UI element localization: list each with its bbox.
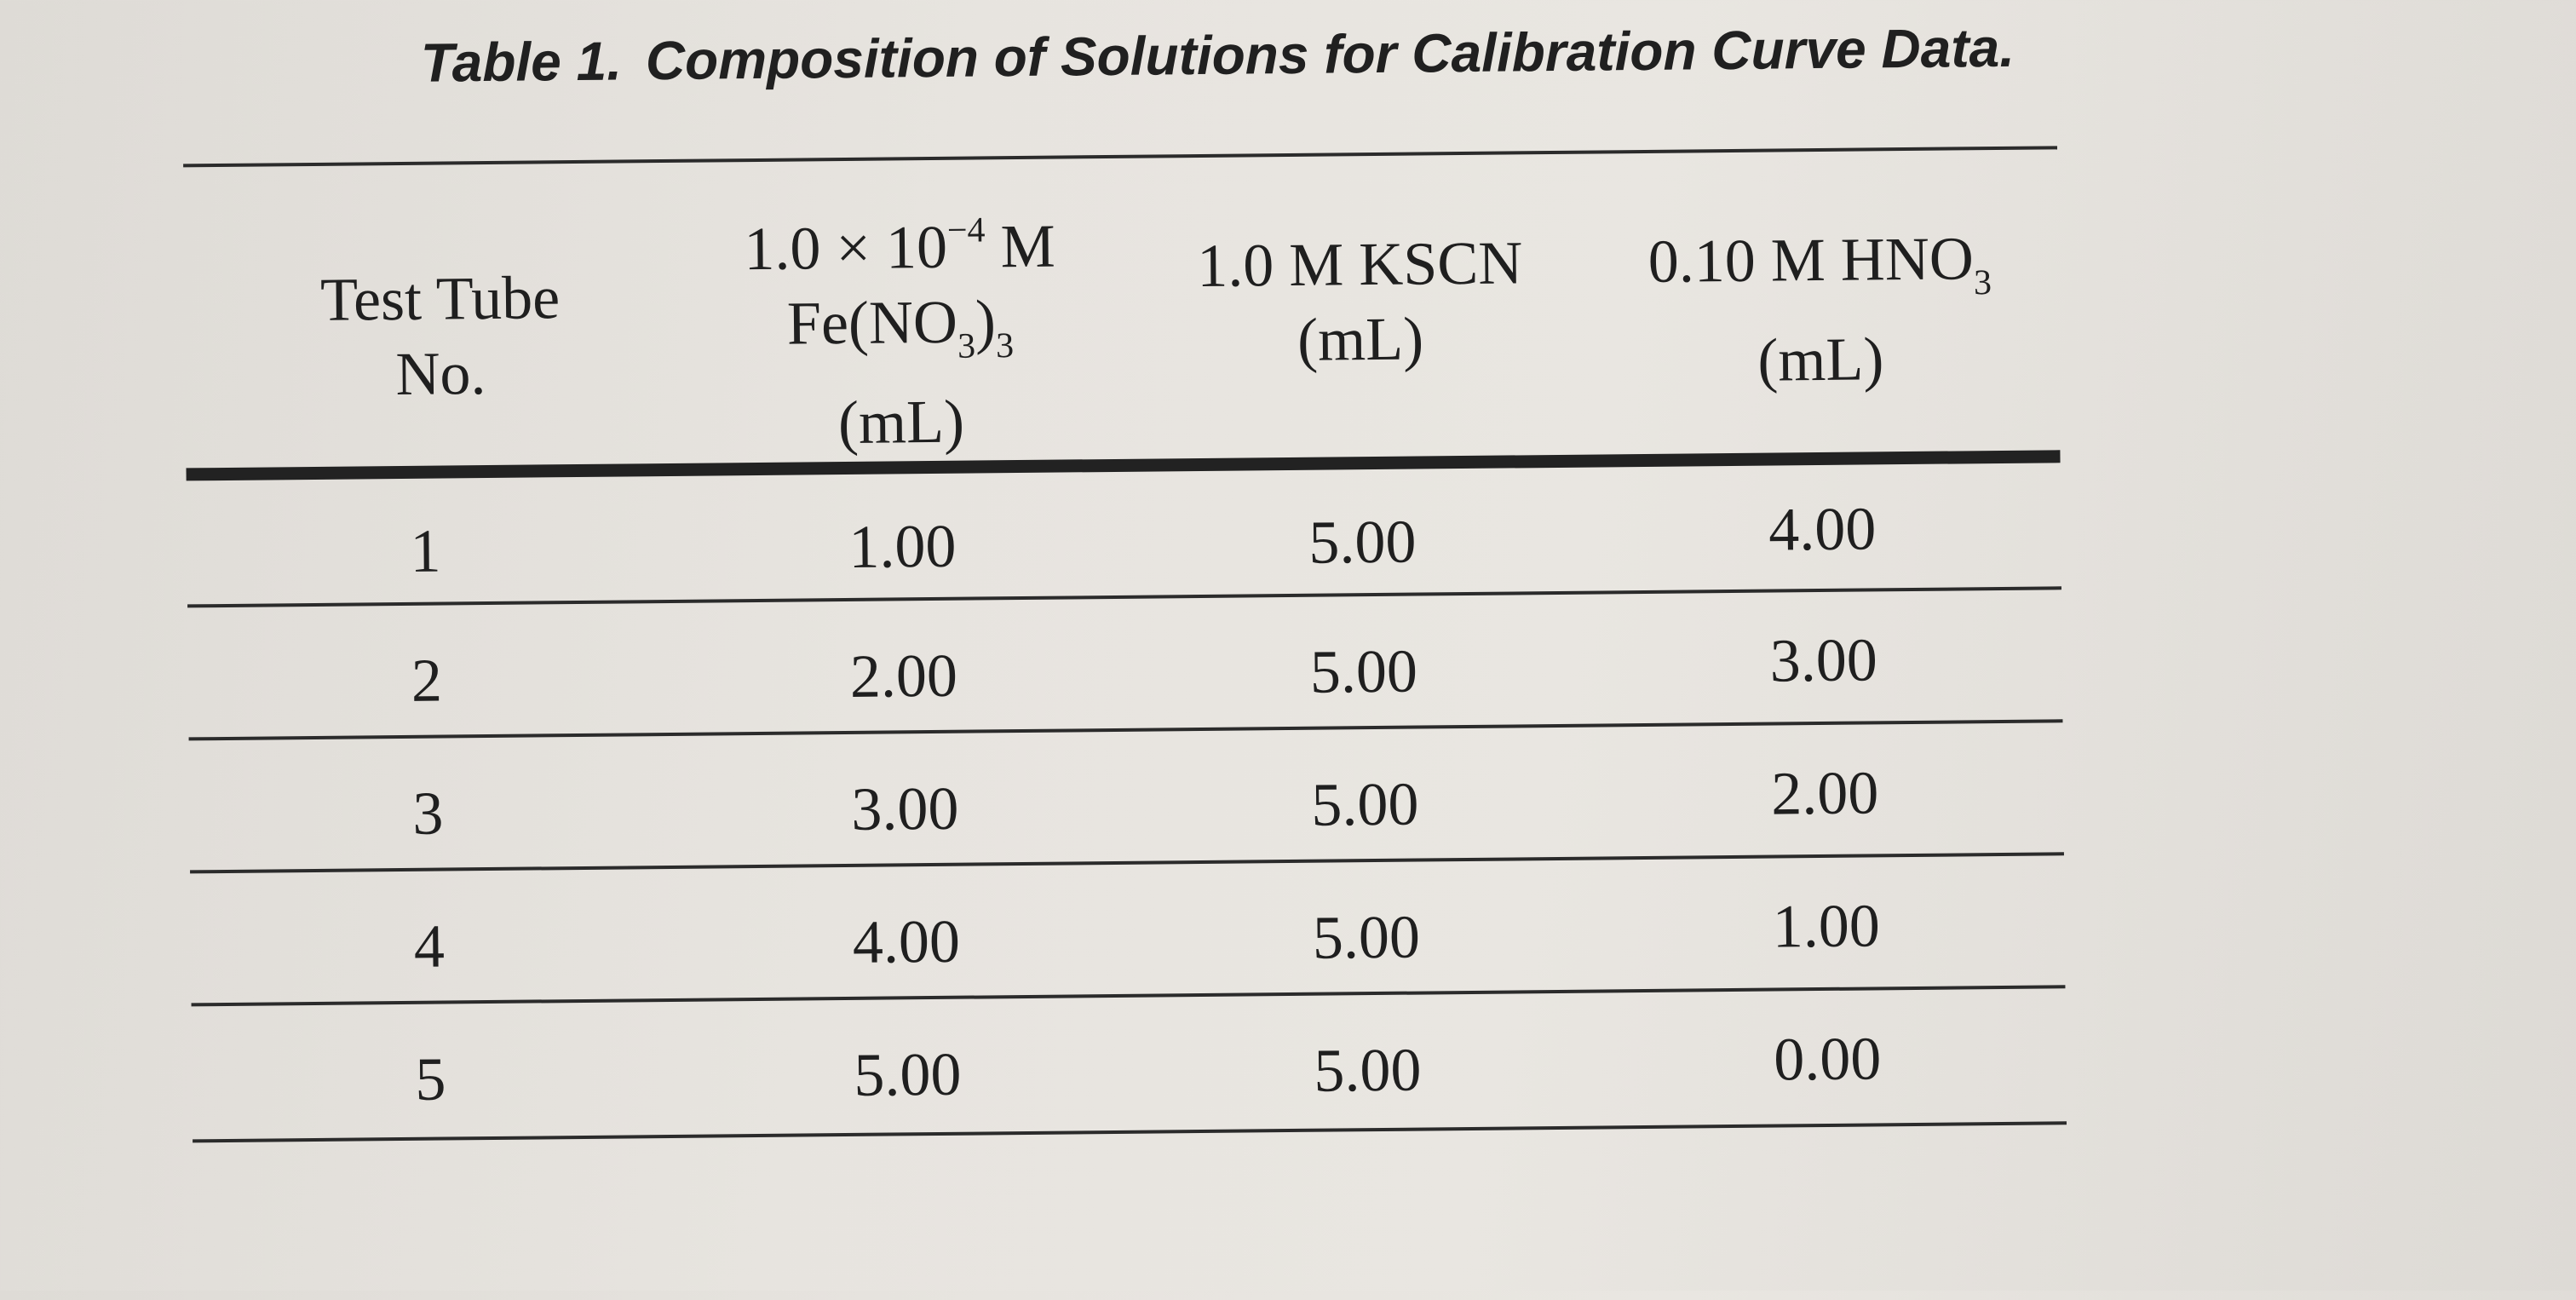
table-row-rule-2 (188, 719, 2063, 741)
table-cell-kscn-3: 5.00 (1310, 769, 1419, 839)
header-kscn-unit: (mL) (1297, 304, 1424, 374)
header-test-tube-line2: No. (395, 339, 486, 409)
table-cell-tube-3: 3 (412, 779, 444, 848)
header-kscn: 1.0 M KSCN (mL) (1155, 225, 1566, 379)
table-top-rule (183, 146, 2058, 168)
table-row-rule-4 (191, 985, 2066, 1007)
table-cell-fe-5: 5.00 (854, 1039, 962, 1109)
table-title: Composition of Solutions for Calibration… (645, 16, 2015, 92)
table-bottom-rule (193, 1121, 2067, 1143)
table-row-rule-1 (187, 586, 2061, 608)
header-hno3-line1: 0.10 M HNO3 (1647, 224, 1992, 303)
table-cell-hno3-1: 4.00 (1768, 494, 1877, 564)
table-cell-kscn-5: 5.00 (1313, 1035, 1422, 1105)
table-cell-fe-4: 4.00 (852, 906, 961, 976)
table-cell-tube-2: 2 (411, 646, 443, 715)
table-cell-hno3-5: 0.00 (1773, 1024, 1882, 1094)
table-label: Table 1. (420, 30, 623, 94)
header-kscn-line1: 1.0 M KSCN (1196, 228, 1523, 301)
table-cell-kscn-2: 5.00 (1309, 636, 1418, 706)
header-iron-unit: (mL) (837, 387, 965, 457)
header-iron-species: Fe(NO3)3 (786, 287, 1015, 366)
table-cell-hno3-4: 1.00 (1772, 891, 1881, 961)
table-cell-tube-4: 4 (413, 912, 446, 981)
table-cell-fe-1: 1.00 (848, 511, 957, 581)
header-hno3: 0.10 M HNO3 (mL) (1598, 221, 2043, 400)
header-test-tube-line1: Test Tube (319, 263, 561, 334)
table-cell-hno3-3: 2.00 (1770, 758, 1879, 828)
header-iron-concentration: 1.0 × 10−4 M (744, 210, 1056, 284)
table-caption: Table 1. Composition of Solutions for Cal… (421, 16, 2015, 95)
table-cell-tube-5: 5 (415, 1044, 446, 1113)
header-iron-nitrate: 1.0 × 10−4 M Fe(NO3)3 (mL) (687, 208, 1115, 462)
table-cell-tube-1: 1 (410, 516, 441, 585)
table-cell-kscn-4: 5.00 (1312, 902, 1421, 972)
header-hno3-unit: (mL) (1757, 325, 1884, 394)
table-cell-fe-3: 3.00 (851, 774, 959, 843)
table-header-rule (186, 450, 2061, 481)
table-cell-hno3-2: 3.00 (1769, 625, 1878, 695)
header-test-tube: Test Tube No. (252, 259, 629, 412)
table-cell-kscn-1: 5.00 (1308, 507, 1417, 577)
table-cell-fe-2: 2.00 (849, 641, 958, 710)
table-row-rule-3 (190, 852, 2064, 874)
